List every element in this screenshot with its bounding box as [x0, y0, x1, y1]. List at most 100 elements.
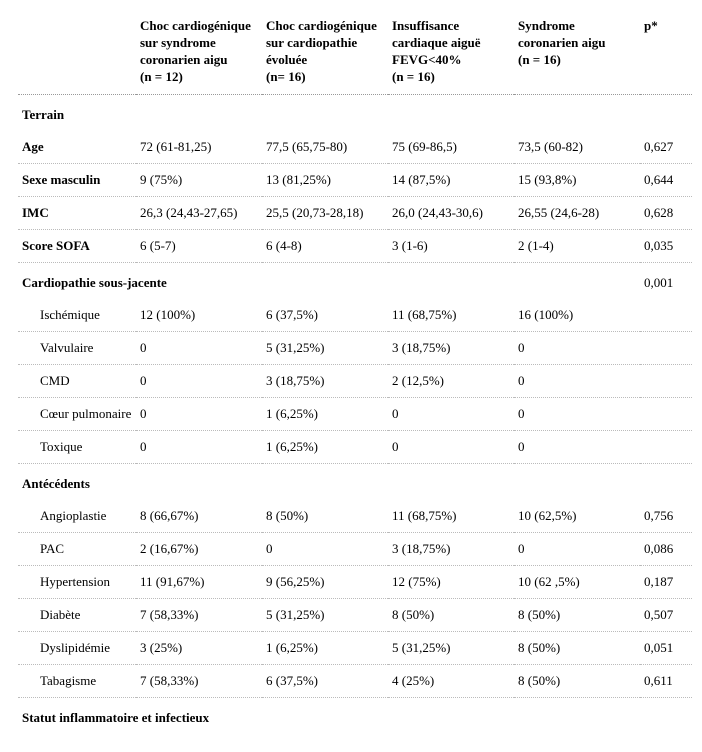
clinical-characteristics-table: Choc cardiogénique sur syndrome coronari… [18, 10, 692, 734]
cell: 6 (37,5%) [262, 664, 388, 697]
cell: 4 (25%) [388, 664, 514, 697]
cell: 5 (31,25%) [388, 631, 514, 664]
cell-p: 0,627 [640, 131, 692, 164]
section-cardiopathie-label: Cardiopathie sous-jacente [18, 262, 640, 299]
cell-p: 0,756 [640, 500, 692, 533]
row-sofa: Score SOFA 6 (5-7) 6 (4-8) 3 (1-6) 2 (1-… [18, 229, 692, 262]
header-group4: Syndrome coronarien aigu(n = 16) [514, 10, 640, 94]
cell: 14 (87,5%) [388, 163, 514, 196]
cell: 13 (81,25%) [262, 163, 388, 196]
section-terrain-label: Terrain [18, 94, 692, 131]
cell-p [640, 397, 692, 430]
cell: 8 (50%) [514, 664, 640, 697]
row-ischemique: Ischémique 12 (100%) 6 (37,5%) 11 (68,75… [18, 299, 692, 332]
cell: 11 (68,75%) [388, 299, 514, 332]
row-dyslipidemie: Dyslipidémie 3 (25%) 1 (6,25%) 5 (31,25%… [18, 631, 692, 664]
header-group2: Choc cardiogénique sur cardiopathie évol… [262, 10, 388, 94]
label-angioplastie: Angioplastie [18, 500, 136, 533]
cell: 3 (18,75%) [388, 532, 514, 565]
cell: 1 (6,25%) [262, 397, 388, 430]
row-valvulaire: Valvulaire 0 5 (31,25%) 3 (18,75%) 0 [18, 331, 692, 364]
row-imc: IMC 26,3 (24,43-27,65) 25,5 (20,73-28,18… [18, 196, 692, 229]
cell: 2 (16,67%) [136, 532, 262, 565]
cell: 6 (4-8) [262, 229, 388, 262]
cell: 16 (100%) [514, 299, 640, 332]
section-statut: Statut inflammatoire et infectieux [18, 697, 692, 734]
label-imc: IMC [18, 196, 136, 229]
cell: 2 (1-4) [514, 229, 640, 262]
row-coeur-pulmonaire: Cœur pulmonaire 0 1 (6,25%) 0 0 [18, 397, 692, 430]
cell: 12 (75%) [388, 565, 514, 598]
cell-p [640, 364, 692, 397]
row-sexe: Sexe masculin 9 (75%) 13 (81,25%) 14 (87… [18, 163, 692, 196]
cell: 1 (6,25%) [262, 430, 388, 463]
cell: 9 (56,25%) [262, 565, 388, 598]
label-ischemique: Ischémique [18, 299, 136, 332]
cell: 0 [514, 532, 640, 565]
cell: 7 (58,33%) [136, 664, 262, 697]
label-sexe: Sexe masculin [18, 163, 136, 196]
cell: 0 [514, 430, 640, 463]
cell-p: 0,051 [640, 631, 692, 664]
cell: 3 (18,75%) [388, 331, 514, 364]
cell: 0 [514, 397, 640, 430]
label-age: Age [18, 131, 136, 164]
cell: 0 [514, 364, 640, 397]
row-age: Age 72 (61-81,25) 77,5 (65,75-80) 75 (69… [18, 131, 692, 164]
cell: 5 (31,25%) [262, 331, 388, 364]
cell: 8 (66,67%) [136, 500, 262, 533]
cell: 25,5 (20,73-28,18) [262, 196, 388, 229]
row-diabete: Diabète 7 (58,33%) 5 (31,25%) 8 (50%) 8 … [18, 598, 692, 631]
label-valvulaire: Valvulaire [18, 331, 136, 364]
cell: 8 (50%) [514, 598, 640, 631]
label-pac: PAC [18, 532, 136, 565]
cell: 9 (75%) [136, 163, 262, 196]
header-group1: Choc cardiogénique sur syndrome coronari… [136, 10, 262, 94]
section-statut-label: Statut inflammatoire et infectieux [18, 697, 692, 734]
cell: 0 [388, 397, 514, 430]
cell: 26,0 (24,43-30,6) [388, 196, 514, 229]
cardiopathie-p: 0,001 [640, 262, 692, 299]
label-diabete: Diabète [18, 598, 136, 631]
cell-p: 0,628 [640, 196, 692, 229]
cell: 10 (62,5%) [514, 500, 640, 533]
cell-p: 0,035 [640, 229, 692, 262]
cell: 26,3 (24,43-27,65) [136, 196, 262, 229]
row-hypertension: Hypertension 11 (91,67%) 9 (56,25%) 12 (… [18, 565, 692, 598]
header-row: Choc cardiogénique sur syndrome coronari… [18, 10, 692, 94]
label-hypertension: Hypertension [18, 565, 136, 598]
section-cardiopathie: Cardiopathie sous-jacente 0,001 [18, 262, 692, 299]
cell: 3 (1-6) [388, 229, 514, 262]
cell: 11 (91,67%) [136, 565, 262, 598]
header-group3: Insuffisance cardiaque aiguë FEVG<40%(n … [388, 10, 514, 94]
cell: 8 (50%) [388, 598, 514, 631]
row-tabagisme: Tabagisme 7 (58,33%) 6 (37,5%) 4 (25%) 8… [18, 664, 692, 697]
cell: 26,55 (24,6-28) [514, 196, 640, 229]
cell: 0 [136, 430, 262, 463]
cell-p: 0,187 [640, 565, 692, 598]
cell: 3 (18,75%) [262, 364, 388, 397]
cell: 10 (62 ,5%) [514, 565, 640, 598]
section-terrain: Terrain [18, 94, 692, 131]
cell: 73,5 (60-82) [514, 131, 640, 164]
cell: 5 (31,25%) [262, 598, 388, 631]
cell: 77,5 (65,75-80) [262, 131, 388, 164]
cell-p [640, 331, 692, 364]
row-pac: PAC 2 (16,67%) 0 3 (18,75%) 0 0,086 [18, 532, 692, 565]
row-cmd: CMD 0 3 (18,75%) 2 (12,5%) 0 [18, 364, 692, 397]
cell: 6 (5-7) [136, 229, 262, 262]
cell: 3 (25%) [136, 631, 262, 664]
label-tabagisme: Tabagisme [18, 664, 136, 697]
cell-p [640, 430, 692, 463]
cell: 0 [262, 532, 388, 565]
row-toxique: Toxique 0 1 (6,25%) 0 0 [18, 430, 692, 463]
section-antecedents-label: Antécédents [18, 463, 692, 500]
cell: 0 [136, 331, 262, 364]
cell: 11 (68,75%) [388, 500, 514, 533]
cell-p: 0,086 [640, 532, 692, 565]
label-dyslipidemie: Dyslipidémie [18, 631, 136, 664]
header-empty [18, 10, 136, 94]
cell: 2 (12,5%) [388, 364, 514, 397]
section-antecedents: Antécédents [18, 463, 692, 500]
cell-p [640, 299, 692, 332]
